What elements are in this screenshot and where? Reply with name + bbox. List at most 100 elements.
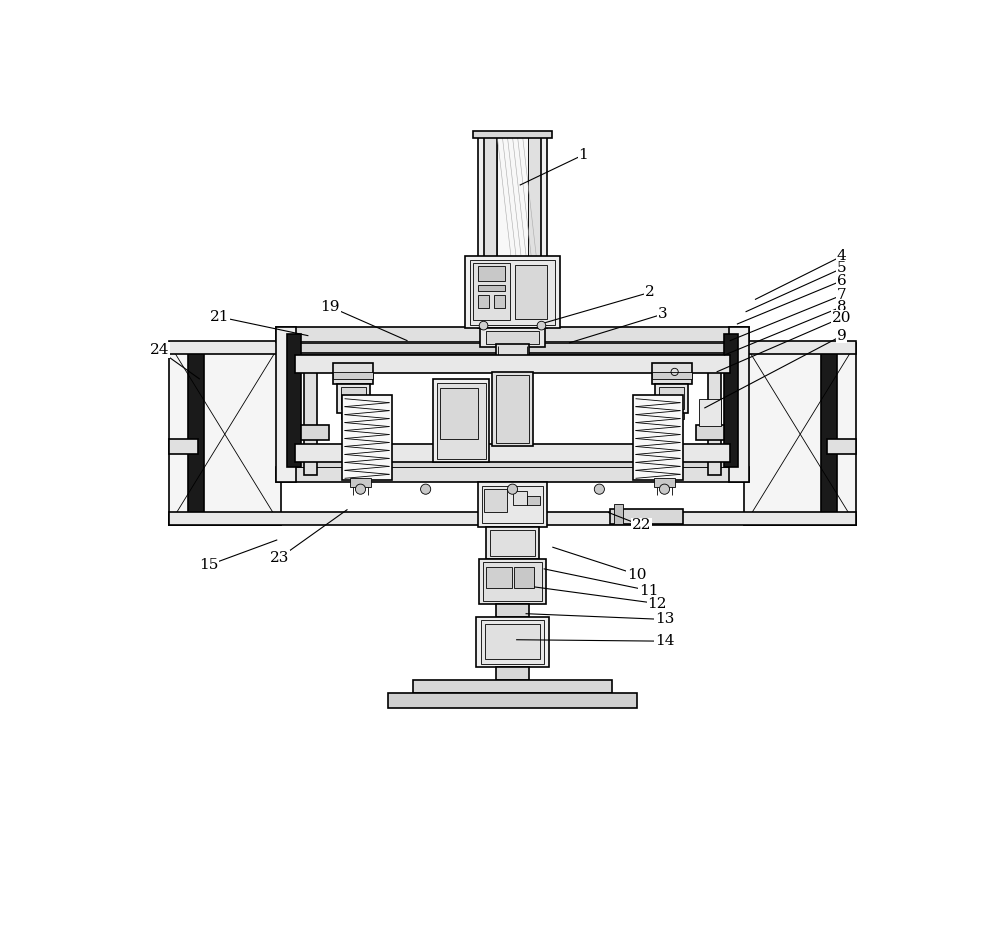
Bar xyxy=(169,514,281,525)
Bar xyxy=(677,414,684,419)
Circle shape xyxy=(479,321,488,330)
Bar xyxy=(512,491,527,505)
Bar xyxy=(496,604,529,618)
Bar xyxy=(188,348,204,521)
Text: 12: 12 xyxy=(648,597,667,611)
Bar xyxy=(478,133,547,328)
Bar xyxy=(478,266,505,281)
Bar xyxy=(333,372,373,379)
Bar xyxy=(821,348,837,521)
Bar xyxy=(480,328,545,347)
Bar xyxy=(353,414,361,419)
Bar xyxy=(440,388,478,438)
Bar xyxy=(276,327,296,482)
Bar xyxy=(708,363,721,475)
Bar xyxy=(496,375,529,443)
Bar xyxy=(342,395,392,480)
Circle shape xyxy=(537,321,546,330)
Bar xyxy=(479,559,546,604)
Bar xyxy=(169,512,856,525)
Bar xyxy=(699,399,721,426)
Text: 6: 6 xyxy=(837,274,847,288)
Bar xyxy=(527,496,540,505)
Bar xyxy=(659,387,684,409)
Bar xyxy=(281,343,744,352)
Text: 9: 9 xyxy=(837,329,847,343)
Bar xyxy=(478,482,547,526)
Bar xyxy=(482,486,543,524)
Bar xyxy=(301,426,329,440)
Bar xyxy=(614,504,623,524)
Circle shape xyxy=(594,484,604,494)
Bar xyxy=(492,372,533,446)
Text: 5: 5 xyxy=(837,261,847,275)
Bar xyxy=(470,259,555,325)
Bar xyxy=(654,478,675,487)
Text: 20: 20 xyxy=(832,310,852,324)
Circle shape xyxy=(659,484,670,494)
Bar xyxy=(476,618,549,666)
Bar xyxy=(287,334,301,467)
Bar xyxy=(437,383,486,459)
Text: 4: 4 xyxy=(837,249,847,263)
Bar xyxy=(494,295,505,308)
Circle shape xyxy=(421,484,431,494)
Bar xyxy=(433,379,489,462)
Bar xyxy=(664,414,672,419)
Bar xyxy=(744,343,856,525)
Text: 8: 8 xyxy=(837,300,847,314)
Bar xyxy=(484,489,507,512)
Bar xyxy=(276,327,749,341)
Bar xyxy=(744,514,856,525)
Bar xyxy=(169,343,281,525)
Bar xyxy=(473,131,552,138)
Bar xyxy=(652,363,692,384)
Text: 24: 24 xyxy=(150,343,169,357)
Bar xyxy=(350,478,371,487)
Bar xyxy=(295,355,730,373)
Text: 19: 19 xyxy=(320,300,340,314)
Bar xyxy=(528,136,541,328)
Bar xyxy=(483,562,542,602)
Bar xyxy=(304,363,317,475)
Text: 11: 11 xyxy=(639,584,658,598)
Bar xyxy=(413,680,612,693)
Bar xyxy=(652,372,692,379)
Bar xyxy=(295,445,730,462)
Bar xyxy=(696,426,724,440)
Circle shape xyxy=(507,484,518,494)
Bar xyxy=(337,384,370,414)
Text: 7: 7 xyxy=(837,289,847,302)
Bar xyxy=(478,295,489,308)
Text: 13: 13 xyxy=(655,613,674,626)
Bar xyxy=(465,256,560,328)
Bar xyxy=(496,344,529,375)
Bar xyxy=(827,438,856,454)
Text: 23: 23 xyxy=(270,551,289,565)
Bar xyxy=(496,666,529,680)
Text: 1: 1 xyxy=(579,148,588,162)
Text: 22: 22 xyxy=(632,518,651,532)
Text: 14: 14 xyxy=(655,634,674,649)
Bar xyxy=(633,395,683,480)
Bar xyxy=(169,341,856,353)
Bar xyxy=(729,327,749,482)
Bar xyxy=(486,568,512,588)
Bar xyxy=(486,526,539,559)
Bar xyxy=(724,334,738,467)
Bar xyxy=(333,363,373,384)
Bar xyxy=(655,384,688,414)
Bar xyxy=(169,438,198,454)
Circle shape xyxy=(355,484,366,494)
Bar xyxy=(341,414,348,419)
Text: 10: 10 xyxy=(627,568,647,582)
Bar xyxy=(490,530,535,556)
Bar xyxy=(486,332,539,344)
Bar xyxy=(610,509,683,524)
Bar xyxy=(497,136,528,328)
Bar xyxy=(473,263,510,320)
Bar xyxy=(484,136,497,328)
Bar xyxy=(489,357,496,370)
Bar xyxy=(515,265,547,319)
Bar xyxy=(281,459,744,467)
